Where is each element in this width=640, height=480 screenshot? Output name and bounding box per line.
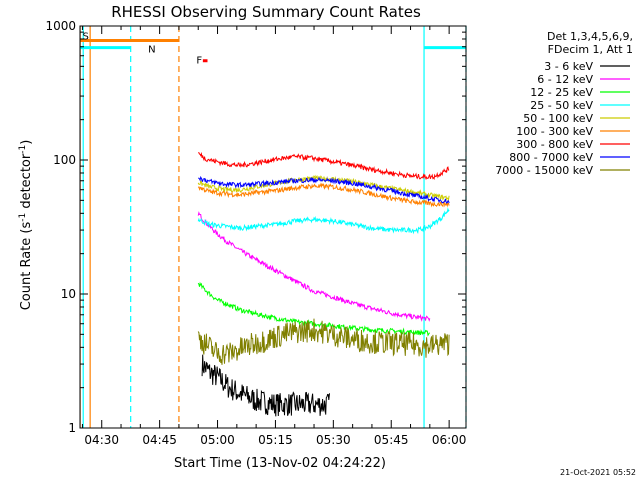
y-tick-label: 100 — [53, 153, 76, 167]
y-axis-label-part: detector — [19, 153, 34, 213]
series-line — [198, 175, 450, 204]
y-axis-label-part: ) — [19, 140, 34, 145]
y-tick-label: 1 — [68, 421, 76, 435]
series-line — [197, 211, 431, 322]
annotation-label: N — [148, 44, 155, 55]
legend-entry-label: 3 - 6 keV — [544, 60, 593, 73]
legend-entry-label: 300 - 800 keV — [516, 138, 593, 151]
y-axis-label-superscript: -1 — [18, 213, 28, 222]
x-tick-label: 06:00 — [432, 433, 467, 447]
annotation-label: F — [196, 56, 202, 67]
y-axis-label: Count Rate (s-1 detector-1) — [18, 140, 34, 311]
series-line — [197, 182, 450, 208]
y-axis-label-superscript: -1 — [18, 145, 28, 154]
x-tick-label: 05:30 — [316, 433, 351, 447]
x-tick-label: 04:30 — [84, 433, 119, 447]
legend-entry-label: 6 - 12 keV — [537, 73, 593, 86]
x-tick-label: 04:45 — [142, 433, 177, 447]
legend-entry-label: 12 - 25 keV — [530, 86, 593, 99]
series-line — [197, 207, 450, 235]
y-tick-label: 10 — [61, 287, 76, 301]
plot-area: S N F — [79, 26, 467, 428]
footer-date: 21-Oct-2021 05:52 — [560, 468, 636, 477]
series-line — [197, 174, 450, 202]
legend-entry-label: 100 - 300 keV — [516, 125, 593, 138]
x-tick-label: 05:00 — [200, 433, 235, 447]
x-tick-label: 05:15 — [258, 433, 293, 447]
legend-header-line: FDecim 1, Att 1 — [548, 43, 633, 56]
legend-entry-label: 25 - 50 keV — [530, 99, 593, 112]
plot-frame — [79, 25, 467, 429]
legend: Det 1,3,4,5,6,9, FDecim 1, Att 1 3 - 6 k… — [495, 30, 633, 177]
chart-title: RHESSI Observing Summary Count Rates — [111, 3, 421, 21]
series-line — [197, 318, 450, 365]
annotation-label: S — [83, 31, 89, 42]
legend-entry-label: 50 - 100 keV — [523, 112, 593, 125]
legend-entry-label: 800 - 7000 keV — [509, 151, 593, 164]
y-tick-label: 1000 — [45, 19, 76, 33]
y-axis-label-part: Count Rate (s — [19, 222, 34, 311]
series-line — [198, 151, 450, 181]
x-axis-label: Start Time (13-Nov-02 04:24:22) — [174, 456, 386, 471]
x-tick-label: 05:45 — [374, 433, 409, 447]
legend-header-line: Det 1,3,4,5,6,9, — [547, 30, 633, 43]
legend-entry-label: 7000 - 15000 keV — [495, 164, 593, 177]
series-line — [201, 354, 330, 417]
axes: 04:30 04:45 05:00 05:15 05:30 05:45 06:00 1 10 10… — [45, 19, 467, 447]
